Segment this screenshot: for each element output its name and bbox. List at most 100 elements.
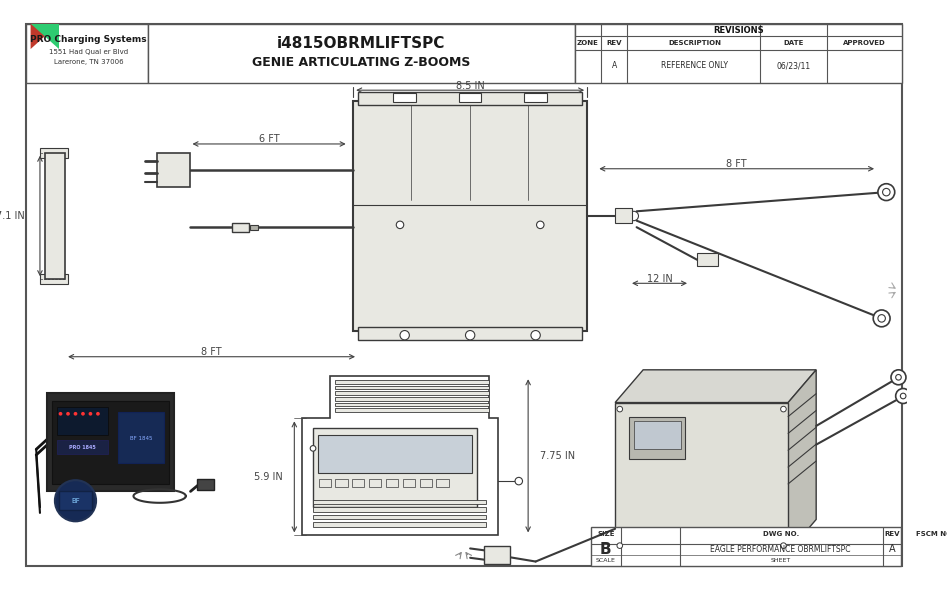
Text: 1551 Had Qual er Blvd: 1551 Had Qual er Blvd xyxy=(49,49,128,55)
Bar xyxy=(117,412,165,463)
Text: PRO 1845: PRO 1845 xyxy=(69,445,96,450)
Text: EAGLE PERFORMANCE OBRMLIFTSPC: EAGLE PERFORMANCE OBRMLIFTSPC xyxy=(710,545,851,554)
Bar xyxy=(402,479,415,487)
Bar xyxy=(575,24,902,83)
Circle shape xyxy=(81,412,85,415)
Bar xyxy=(232,223,248,232)
Circle shape xyxy=(66,412,70,415)
Circle shape xyxy=(883,188,890,196)
Bar xyxy=(335,479,348,487)
Text: A: A xyxy=(612,61,616,70)
Bar xyxy=(525,93,546,102)
Bar xyxy=(313,514,486,519)
Bar xyxy=(386,479,398,487)
Bar xyxy=(697,253,718,267)
Text: A: A xyxy=(888,545,895,555)
Circle shape xyxy=(901,393,906,399)
Bar xyxy=(334,402,489,407)
Circle shape xyxy=(537,221,544,228)
Circle shape xyxy=(891,370,906,385)
Text: 8.5 IN: 8.5 IN xyxy=(456,80,485,90)
Text: FSCM NO.: FSCM NO. xyxy=(916,532,947,537)
Circle shape xyxy=(629,211,638,221)
Circle shape xyxy=(55,480,96,522)
Circle shape xyxy=(878,183,895,201)
Bar xyxy=(197,479,214,490)
Text: GENIE ARTICULATING Z-BOOMS: GENIE ARTICULATING Z-BOOMS xyxy=(252,55,470,68)
Bar xyxy=(59,491,92,510)
Bar xyxy=(334,386,489,389)
Bar xyxy=(334,391,489,395)
Circle shape xyxy=(311,445,316,451)
Circle shape xyxy=(896,389,911,404)
Bar xyxy=(353,101,587,330)
Text: REFERENCE ONLY: REFERENCE ONLY xyxy=(661,61,728,70)
Text: Larerone, TN 37006: Larerone, TN 37006 xyxy=(54,59,123,65)
Bar xyxy=(47,393,173,491)
Text: REVISIONS: REVISIONS xyxy=(713,26,764,35)
Circle shape xyxy=(396,221,403,228)
Bar xyxy=(318,479,331,487)
Bar xyxy=(157,153,189,187)
Bar xyxy=(45,153,65,279)
Circle shape xyxy=(74,412,78,415)
Bar xyxy=(38,379,235,524)
Bar xyxy=(313,522,486,527)
Bar xyxy=(484,546,510,565)
Text: PRO Charging Systems: PRO Charging Systems xyxy=(30,35,147,44)
Text: i4815OBRMLIFTSPC: i4815OBRMLIFTSPC xyxy=(277,36,445,51)
Bar xyxy=(634,421,681,450)
Text: ZONE: ZONE xyxy=(577,41,599,47)
Circle shape xyxy=(96,412,99,415)
Text: B: B xyxy=(600,542,612,557)
Bar xyxy=(313,428,476,507)
Polygon shape xyxy=(616,370,816,402)
Text: 5.9 IN: 5.9 IN xyxy=(254,472,282,482)
Bar xyxy=(40,274,68,284)
Bar xyxy=(393,93,416,102)
Text: BF 1845: BF 1845 xyxy=(130,435,152,441)
Bar xyxy=(313,500,486,504)
Bar xyxy=(148,24,575,83)
Text: DWG NO.: DWG NO. xyxy=(762,532,798,537)
Bar xyxy=(420,479,432,487)
Polygon shape xyxy=(30,24,59,49)
Bar xyxy=(250,225,258,230)
Bar xyxy=(437,479,449,487)
Bar xyxy=(616,208,632,224)
Circle shape xyxy=(466,330,474,340)
Circle shape xyxy=(400,330,409,340)
Bar xyxy=(26,24,148,83)
Circle shape xyxy=(896,375,902,380)
Polygon shape xyxy=(788,370,816,552)
Polygon shape xyxy=(302,376,498,535)
Text: 6 FT: 6 FT xyxy=(259,135,279,145)
Text: 7.1 IN: 7.1 IN xyxy=(0,211,25,221)
Text: APPROVED: APPROVED xyxy=(844,41,886,47)
Text: 12 IN: 12 IN xyxy=(647,274,672,284)
Bar xyxy=(57,440,108,454)
Text: BF: BF xyxy=(71,498,80,504)
Text: 8 FT: 8 FT xyxy=(202,347,222,357)
Bar xyxy=(358,92,582,105)
Text: SHEET: SHEET xyxy=(771,558,791,563)
Circle shape xyxy=(878,314,885,322)
Circle shape xyxy=(531,330,541,340)
Bar xyxy=(352,479,365,487)
Bar xyxy=(334,397,489,401)
Text: SIZE: SIZE xyxy=(597,532,615,537)
Text: REV: REV xyxy=(606,41,622,47)
Polygon shape xyxy=(30,24,59,49)
Bar xyxy=(40,148,68,158)
Text: REV: REV xyxy=(884,532,900,537)
Bar xyxy=(591,527,902,566)
Bar xyxy=(629,417,686,458)
Circle shape xyxy=(59,412,63,415)
Text: 8 FT: 8 FT xyxy=(726,159,747,169)
Circle shape xyxy=(89,412,92,415)
Text: 7.75 IN: 7.75 IN xyxy=(541,451,576,461)
Text: DESCRIPTION: DESCRIPTION xyxy=(668,41,721,47)
Text: 06/23/11: 06/23/11 xyxy=(777,61,811,70)
Bar xyxy=(459,93,481,102)
Polygon shape xyxy=(616,402,788,552)
